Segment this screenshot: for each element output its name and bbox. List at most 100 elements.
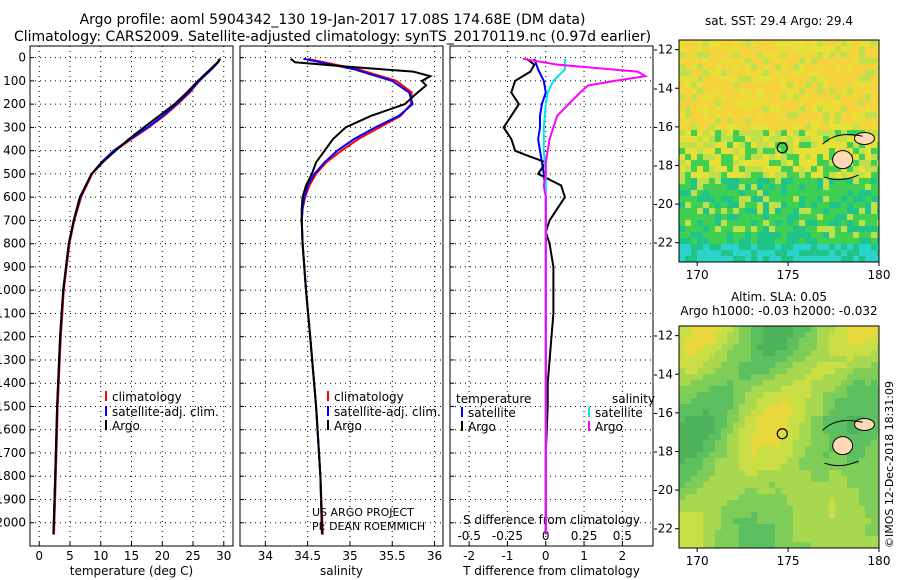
diff-top-tick-label: -0.5 (457, 529, 480, 543)
map-xtick-label: 180 (868, 268, 891, 282)
depth-tick-label: 1800 (0, 469, 26, 483)
depth-tick-label: 1500 (0, 399, 26, 413)
map-frame (678, 325, 880, 549)
map-island (832, 436, 854, 456)
sal-legend-label: Argo (334, 419, 362, 433)
depth-tick-label: 300 (3, 120, 26, 134)
depth-tick-label: 500 (3, 167, 26, 181)
map-xtick-label: 175 (777, 554, 800, 568)
sal-xtick-label: 34.5 (294, 549, 321, 563)
map-ytick-label: -16 (653, 406, 673, 420)
sal-series-line (290, 58, 433, 535)
credit-pi: PI: DEAN ROEMMICH (312, 520, 425, 533)
map-frame (678, 39, 880, 263)
depth-tick-label: 800 (3, 237, 26, 251)
map-ytick-label: -16 (653, 120, 673, 134)
map-ytick-label: -12 (653, 43, 673, 57)
depth-tick-label: 1100 (0, 306, 26, 320)
depth-tick-label: 900 (3, 260, 26, 274)
map-subtitle: Argo h1000: -0.03 h2000: -0.032 (680, 304, 877, 318)
sal-legend-label: satellite-adj. clim. (334, 405, 441, 419)
map-xtick-label: 170 (686, 554, 709, 568)
diff-series-line (522, 57, 649, 535)
map-ytick-label: -12 (653, 329, 673, 343)
depth-tick-label: 1700 (0, 446, 26, 460)
depth-tick-label: 1400 (0, 376, 26, 390)
depth-tick-label: 1300 (0, 353, 26, 367)
depth-tick-label: 200 (3, 97, 26, 111)
diff-sal-legend-label: satellite (595, 406, 643, 420)
map-reef-outline (822, 133, 863, 181)
temp-legend-label: satellite-adj. clim. (112, 405, 219, 419)
map-xtick-label: 170 (686, 268, 709, 282)
map-title: Altim. SLA: 0.05 (731, 290, 827, 304)
chart-title-line2: Climatology: CARS2009. Satellite-adjuste… (13, 29, 652, 45)
diff-temp-legend-label: Argo (468, 420, 496, 434)
diff-sal-legend-label: Argo (595, 420, 623, 434)
diff-temp-legend-label: satellite (468, 406, 516, 420)
diff-top-tick-label: 0.25 (571, 529, 598, 543)
depth-tick-label: 1900 (0, 492, 26, 506)
sal-xlabel: salinity (320, 564, 363, 578)
diff-frame (449, 45, 654, 547)
map-island (853, 131, 875, 145)
map-ytick-label: -14 (653, 81, 673, 95)
map-island (832, 150, 854, 170)
temp-series-line (52, 58, 221, 535)
depth-tick-label: 0 (18, 51, 26, 65)
temp-xtick-label: 10 (93, 549, 108, 563)
depth-tick-label: 700 (3, 213, 26, 227)
temp-legend-label: climatology (112, 390, 182, 404)
watermark: ©IMOS 12-Dec-2018 18:31:09 (883, 381, 896, 548)
depth-tick-label: 1600 (0, 423, 26, 437)
map-ytick-label: -20 (653, 197, 673, 211)
temp-xtick-label: 30 (216, 549, 231, 563)
map-ytick-label: -22 (653, 236, 673, 250)
temp-xtick-label: 5 (66, 549, 74, 563)
map-ytick-label: -18 (653, 158, 673, 172)
temp-xlabel: temperature (deg C) (70, 564, 193, 578)
depth-tick-label: 2000 (0, 516, 26, 530)
sal-xtick-label: 36 (427, 549, 442, 563)
diff-top-title: S difference from climatology (463, 513, 640, 527)
diff-top-tick-label: 0.5 (613, 529, 632, 543)
depth-tick-label: 100 (3, 74, 26, 88)
map-reef-outline (822, 419, 863, 467)
map-xtick-label: 175 (777, 268, 800, 282)
sal-xtick-label: 34 (258, 549, 273, 563)
temp-legend-label: Argo (112, 419, 140, 433)
diff-xtick-label: 0 (542, 549, 550, 563)
sal-legend-label: climatology (334, 390, 404, 404)
map-ytick-label: -18 (653, 444, 673, 458)
temp-xtick-label: 0 (35, 549, 43, 563)
sal-xtick-label: 35.5 (379, 549, 406, 563)
diff-temp-legend-label: temperature (456, 392, 531, 406)
depth-tick-label: 1000 (0, 283, 26, 297)
diff-xtick-label: 1 (580, 549, 588, 563)
argo-float-marker (776, 142, 788, 154)
map-title: sat. SST: 29.4 Argo: 29.4 (705, 14, 853, 28)
diff-series-line (502, 58, 567, 535)
depth-tick-label: 1200 (0, 330, 26, 344)
diff-top-tick-label: -0.25 (492, 529, 523, 543)
depth-tick-label: 600 (3, 190, 26, 204)
chart-title-line1: Argo profile: aoml 5904342_130 19-Jan-20… (79, 12, 586, 28)
map-island (853, 417, 875, 431)
diff-sal-legend-label: salinity (612, 392, 655, 406)
temp-xtick-label: 25 (185, 549, 200, 563)
map-xtick-label: 180 (868, 554, 891, 568)
diff-xtick-label: -1 (501, 549, 513, 563)
temp-xtick-label: 15 (124, 549, 139, 563)
map-ytick-label: -20 (653, 483, 673, 497)
diff-top-tick-label: 0 (542, 529, 550, 543)
depth-tick-label: 400 (3, 144, 26, 158)
temp-xtick-label: 20 (155, 549, 170, 563)
map-ytick-label: -14 (653, 367, 673, 381)
diff-xlabel: T difference from climatology (462, 564, 640, 578)
diff-xtick-label: 2 (619, 549, 627, 563)
diff-xtick-label: -2 (463, 549, 475, 563)
map-ytick-label: -22 (653, 522, 673, 536)
sal-xtick-label: 35 (342, 549, 357, 563)
argo-float-marker (776, 428, 788, 440)
